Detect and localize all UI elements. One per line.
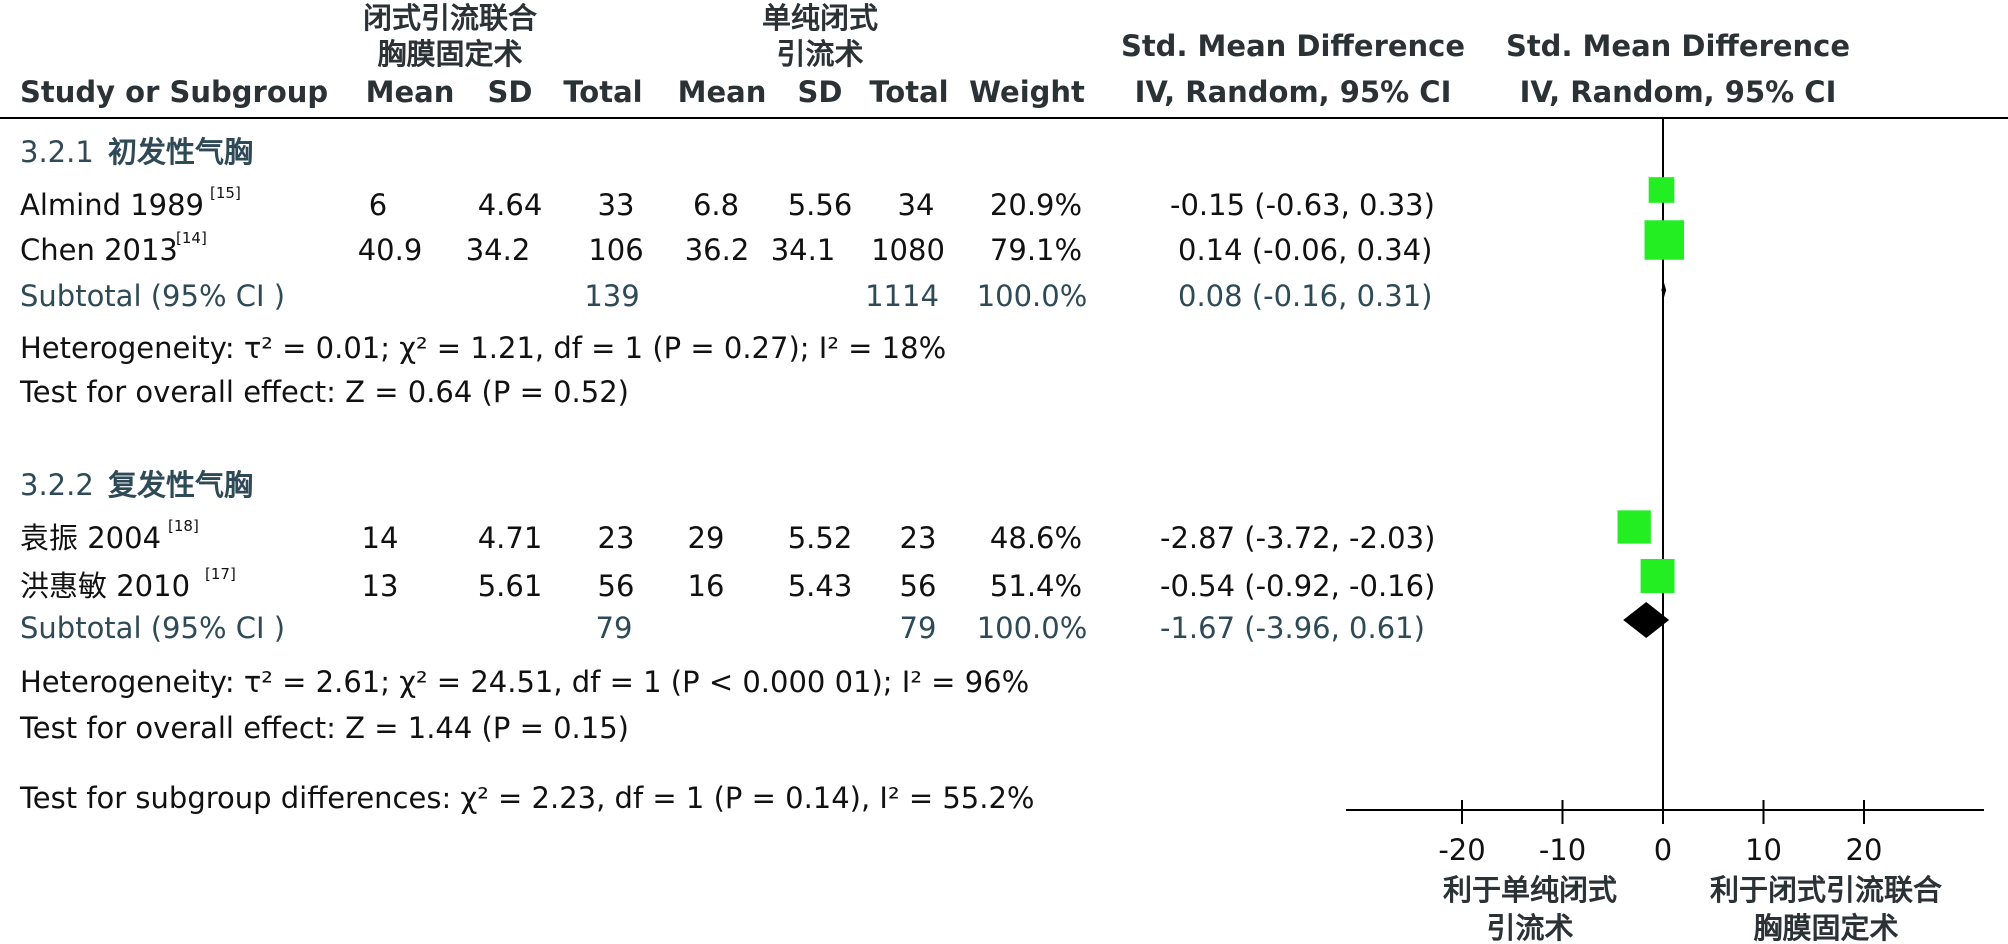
- study-row-chen: Chen 2013 [14] 40.9 34.2 106 36.2 34.1 1…: [20, 229, 1432, 267]
- heterogeneity-group1: Heterogeneity: τ² = 0.01; χ² = 1.21, df …: [20, 331, 946, 365]
- mean2-cell: 16: [688, 569, 725, 603]
- sd1-cell: 34.2: [466, 233, 531, 267]
- subtotal-ci: -1.67 (-3.96, 0.61): [1160, 611, 1425, 645]
- subtotal-label: Subtotal (95% CI ): [20, 279, 285, 313]
- mean2-cell: 36.2: [685, 233, 750, 267]
- group2-name: 复发性气胸: [108, 468, 253, 502]
- mean1-column-header: Mean: [366, 75, 455, 109]
- subtotal-total1: 139: [584, 279, 639, 313]
- x-tick-label: 0: [1654, 833, 1672, 867]
- group1-label: 3.2.1: [20, 135, 94, 169]
- mean1-cell: 14: [362, 521, 399, 555]
- total1-cell: 56: [598, 569, 635, 603]
- heterogeneity-group2: Heterogeneity: τ² = 2.61; χ² = 24.51, df…: [20, 665, 1029, 699]
- group1-title-line2: 胸膜固定术: [377, 37, 522, 71]
- favours-left-line2: 引流术: [1486, 911, 1573, 944]
- sd2-column-header: SD: [798, 75, 843, 109]
- study-effect-square: [1644, 220, 1684, 260]
- weight-column-header: Weight: [969, 75, 1085, 109]
- plot-header-line2: IV, Random, 95% CI: [1520, 75, 1837, 109]
- favours-right-line2: 胸膜固定术: [1753, 911, 1898, 944]
- total2-cell: 34: [898, 188, 935, 222]
- study-row-hong: 洪惠敏 2010 [17] 13 5.61 56 16 5.43 56 51.4…: [20, 565, 1435, 603]
- total2-cell: 23: [900, 521, 937, 555]
- study-row-yuan: 袁振 2004 [18] 14 4.71 23 29 5.52 23 48.6%…: [20, 517, 1435, 555]
- study-name: 袁振 2004: [20, 521, 161, 555]
- subtotal-diamond: [1623, 602, 1670, 638]
- subtotal-row-group1: Subtotal (95% CI ) 139 1114 100.0% 0.08 …: [20, 279, 1432, 313]
- subtotal-row-group2: Subtotal (95% CI ) 79 79 100.0% -1.67 (-…: [20, 611, 1425, 645]
- mean2-column-header: Mean: [678, 75, 767, 109]
- forest-marks: [1617, 177, 1684, 638]
- total2-cell: 1080: [871, 233, 945, 267]
- study-effect-square: [1648, 177, 1675, 203]
- favours-left-line1: 利于单纯闭式: [1443, 873, 1617, 907]
- study-effect-square: [1617, 510, 1651, 544]
- x-tick-label: 20: [1846, 833, 1883, 867]
- sd2-cell: 5.52: [788, 521, 853, 555]
- sd1-column-header: SD: [488, 75, 533, 109]
- group2-title-line1: 单纯闭式: [762, 1, 878, 35]
- subtotal-total2: 79: [900, 611, 937, 645]
- total2-cell: 56: [900, 569, 937, 603]
- total2-column-header: Total: [869, 75, 948, 109]
- sd2-cell: 5.56: [788, 188, 853, 222]
- x-tick-label: -20: [1438, 833, 1485, 867]
- subtotal-total1: 79: [596, 611, 633, 645]
- total1-cell: 106: [588, 233, 643, 267]
- study-reference: [15]: [210, 184, 241, 202]
- overall-effect-group2: Test for overall effect: Z = 1.44 (P = 0…: [19, 711, 629, 745]
- favours-right-line1: 利于闭式引流联合: [1710, 873, 1942, 907]
- study-name: 洪惠敏 2010: [20, 569, 190, 603]
- weight-cell: 20.9%: [990, 188, 1082, 222]
- overall-effect-group1: Test for overall effect: Z = 0.64 (P = 0…: [19, 375, 629, 409]
- subtotal-weight: 100.0%: [977, 611, 1088, 645]
- group2-label: 3.2.2: [20, 468, 94, 502]
- mean1-cell: 13: [362, 569, 399, 603]
- plot-header-line1: Std. Mean Difference: [1506, 29, 1850, 63]
- weight-cell: 51.4%: [990, 569, 1082, 603]
- study-name: Chen 2013: [20, 233, 178, 267]
- mean2-cell: 29: [688, 521, 725, 555]
- weight-cell: 79.1%: [990, 233, 1082, 267]
- subtotal-weight: 100.0%: [977, 279, 1088, 313]
- smd-header-line1: Std. Mean Difference: [1121, 29, 1465, 63]
- study-reference: [14]: [176, 229, 207, 247]
- sd2-cell: 34.1: [771, 233, 836, 267]
- subtotal-label: Subtotal (95% CI ): [20, 611, 285, 645]
- study-reference: [17]: [205, 565, 236, 583]
- sd2-cell: 5.43: [788, 569, 853, 603]
- mean2-cell: 6.8: [693, 188, 739, 222]
- sd1-cell: 4.71: [478, 521, 543, 555]
- total1-cell: 33: [598, 188, 635, 222]
- group2-title-line2: 引流术: [776, 37, 863, 71]
- x-tick-label: -10: [1539, 833, 1586, 867]
- weight-cell: 48.6%: [990, 521, 1082, 555]
- group1-name: 初发性气胸: [108, 135, 253, 169]
- subtotal-total2: 1114: [865, 279, 939, 313]
- ci-cell: -0.54 (-0.92, -0.16): [1160, 569, 1435, 603]
- x-tick-label: 10: [1745, 833, 1782, 867]
- study-reference: [18]: [168, 517, 199, 535]
- subtotal-ci: 0.08 (-0.16, 0.31): [1178, 279, 1432, 313]
- study-name: Almind 1989: [20, 188, 204, 222]
- sd1-cell: 4.64: [478, 188, 543, 222]
- study-effect-square: [1640, 559, 1675, 593]
- subgroup-differences-test: Test for subgroup differences: χ² = 2.23…: [19, 781, 1034, 815]
- subtotal-diamond: [1661, 282, 1667, 298]
- group1-title-line1: 闭式引流联合: [363, 1, 537, 35]
- sd1-cell: 5.61: [478, 569, 543, 603]
- ci-cell: -2.87 (-3.72, -2.03): [1160, 521, 1435, 555]
- mean1-cell: 6: [369, 188, 387, 222]
- mean1-cell: 40.9: [358, 233, 423, 267]
- total1-column-header: Total: [563, 75, 642, 109]
- study-column-header: Study or Subgroup: [20, 75, 328, 109]
- x-axis-ticks: -20 -10 0 10 20: [1438, 800, 1882, 867]
- smd-header-line2: IV, Random, 95% CI: [1135, 75, 1452, 109]
- total1-cell: 23: [598, 521, 635, 555]
- ci-cell: -0.15 (-0.63, 0.33): [1170, 188, 1435, 222]
- ci-cell: 0.14 (-0.06, 0.34): [1178, 233, 1432, 267]
- study-row-almind: Almind 1989 [15] 6 4.64 33 6.8 5.56 34 2…: [20, 184, 1435, 222]
